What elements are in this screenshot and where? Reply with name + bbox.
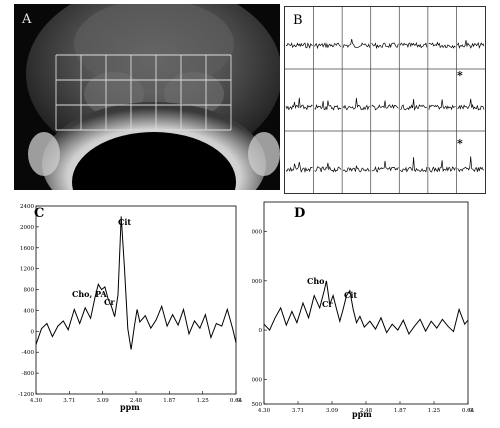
y-tick-label: 2000 [20, 225, 34, 231]
peak-label-cr: Cr [104, 297, 115, 307]
voxel-spectrum [371, 160, 399, 173]
voxel-spectrum [342, 97, 370, 111]
voxel-spectrum [314, 100, 342, 111]
mri-image [14, 4, 280, 190]
y-tick-label: 1000 [252, 279, 262, 285]
spectra-grid: ** [285, 7, 485, 193]
voxel-spectrum [457, 40, 485, 49]
voxel-spectrum [399, 41, 428, 49]
panel-a-mri-image: A [14, 4, 280, 190]
y-tick-label: 0 [31, 329, 35, 335]
voxel-grid [55, 54, 232, 131]
voxel-spectrum [428, 99, 456, 111]
y-tick-label: 400 [24, 308, 35, 314]
voxel-spectrum [342, 165, 370, 173]
panel-letter-a: A [22, 12, 32, 27]
x-tick-label: 0.64 [230, 398, 242, 404]
voxel-spectrum [285, 97, 313, 111]
voxel-spectrum [428, 160, 456, 173]
x-tick-label: 0. [469, 408, 474, 414]
spectrum-line [263, 280, 469, 336]
y-tick-label: 1600 [20, 246, 34, 252]
x-tick-label: 1.87 [163, 398, 176, 404]
panel-d-spectrum: 2000 1000 0 -1000 -1500 4.30 3.71 3.09 2.48 1.87… [246, 196, 500, 424]
y-tick-label: -1000 [252, 377, 262, 383]
voxel-spectrum [371, 42, 399, 50]
panel-letter-d: D [294, 206, 306, 221]
voxel-spectrum [285, 42, 313, 49]
voxel-spectrum [400, 157, 428, 173]
x-tick-label: 3.09 [97, 398, 110, 404]
x-tick-label: 2.48 [130, 398, 143, 404]
peak-label-cit: Cit [344, 290, 357, 300]
asterisk-marker: * [457, 137, 463, 150]
voxel-spectrum [314, 162, 342, 173]
x-tick-label: 2.48 [360, 408, 373, 414]
panel-c-spectrum: 2400 2000 1600 1200 800 400 0 -400 -800 -1200 4.3… [0, 196, 242, 424]
asterisk-marker: * [457, 69, 463, 82]
panel-letter-c: C [34, 206, 45, 221]
peak-label-cho: Cho [307, 276, 325, 286]
spectrum-chart-c: 2400 2000 1600 1200 800 400 0 -400 -800 -1200 4.3… [18, 204, 242, 412]
voxel-spectrum [457, 156, 485, 173]
x-tick-label: 3.71 [63, 398, 75, 404]
spectrum-chart-d: 2000 1000 0 -1000 -1500 4.30 3.71 3.09 2.48 1.87… [246, 201, 475, 419]
voxel-spectrum [314, 42, 342, 50]
peak-label-cho-pa: Cho, PA [72, 289, 108, 299]
y-tick-label: 800 [24, 288, 35, 294]
plot-frame [35, 205, 237, 395]
x-tick-label: 0.64 [462, 408, 475, 414]
x-tick-label: 1.25 [197, 398, 210, 404]
y-tick-label: 2400 [20, 204, 34, 210]
x-tick-label: 4.30 [258, 408, 271, 414]
panel-letter-b: B [293, 13, 303, 28]
voxel-spectrum [342, 39, 371, 49]
voxel-spectrum [285, 162, 313, 174]
y-tick-label: -800 [22, 371, 35, 377]
y-tick-label: -1500 [252, 402, 262, 408]
x-axis-label: ppm [120, 402, 140, 412]
y-tick-label: 0 [259, 328, 263, 334]
x-tick-label: 3.71 [292, 408, 304, 414]
voxel-spectrum [371, 100, 399, 111]
x-axis-label: ppm [352, 409, 372, 419]
voxel-spectrum [428, 41, 456, 49]
x-tick-label: 4.30 [30, 398, 43, 404]
spectrum-line [35, 216, 237, 350]
plot-frame [263, 201, 469, 405]
voxel-spectrum [400, 98, 427, 111]
y-tick-label: 1200 [20, 267, 34, 273]
voxel-spectrum [457, 98, 485, 111]
x-tick-label: 1.25 [428, 408, 441, 414]
peak-label-cit: Cit [118, 217, 131, 227]
y-tick-label: -400 [22, 350, 35, 356]
y-tick-label: 2000 [252, 230, 262, 236]
panel-b-spectra-grid: * * B [284, 6, 486, 194]
rectal-coil [72, 132, 236, 190]
peak-label-cr: Cr [322, 299, 333, 309]
y-tick-label: -1200 [18, 392, 34, 398]
x-tick-label: 1.87 [394, 408, 407, 414]
x-tick-label: 0. [237, 398, 242, 404]
x-tick-label: 3.09 [326, 408, 339, 414]
